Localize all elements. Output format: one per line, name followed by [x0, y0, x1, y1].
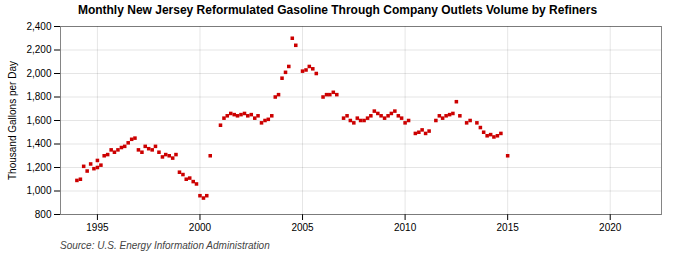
svg-text:1995: 1995 — [86, 222, 109, 233]
svg-text:2005: 2005 — [291, 222, 314, 233]
svg-text:2010: 2010 — [394, 222, 417, 233]
svg-text:1,200: 1,200 — [26, 162, 51, 173]
html-text:Source: U.S. Energy Informatio: Source: U.S. Energy Information Administ… — [60, 240, 270, 251]
svg-text:2000: 2000 — [189, 222, 212, 233]
svg-text:2,400: 2,400 — [26, 21, 51, 32]
svg-text:2015: 2015 — [497, 222, 520, 233]
html-text:Monthly New Jersey Reformulate: Monthly New Jersey Reformulated Gasoline… — [77, 3, 598, 17]
svg-text:2,200: 2,200 — [26, 44, 51, 55]
svg-text:2,000: 2,000 — [26, 68, 51, 79]
svg-text:800: 800 — [35, 209, 52, 220]
svg-text:1,600: 1,600 — [26, 115, 51, 126]
svg-text:1,000: 1,000 — [26, 185, 51, 196]
svg-text:Thousand Gallons per Day: Thousand Gallons per Day — [7, 61, 18, 180]
svg-text:2020: 2020 — [599, 222, 622, 233]
svg-text:1,800: 1,800 — [26, 91, 51, 102]
svg-text:1,400: 1,400 — [26, 138, 51, 149]
